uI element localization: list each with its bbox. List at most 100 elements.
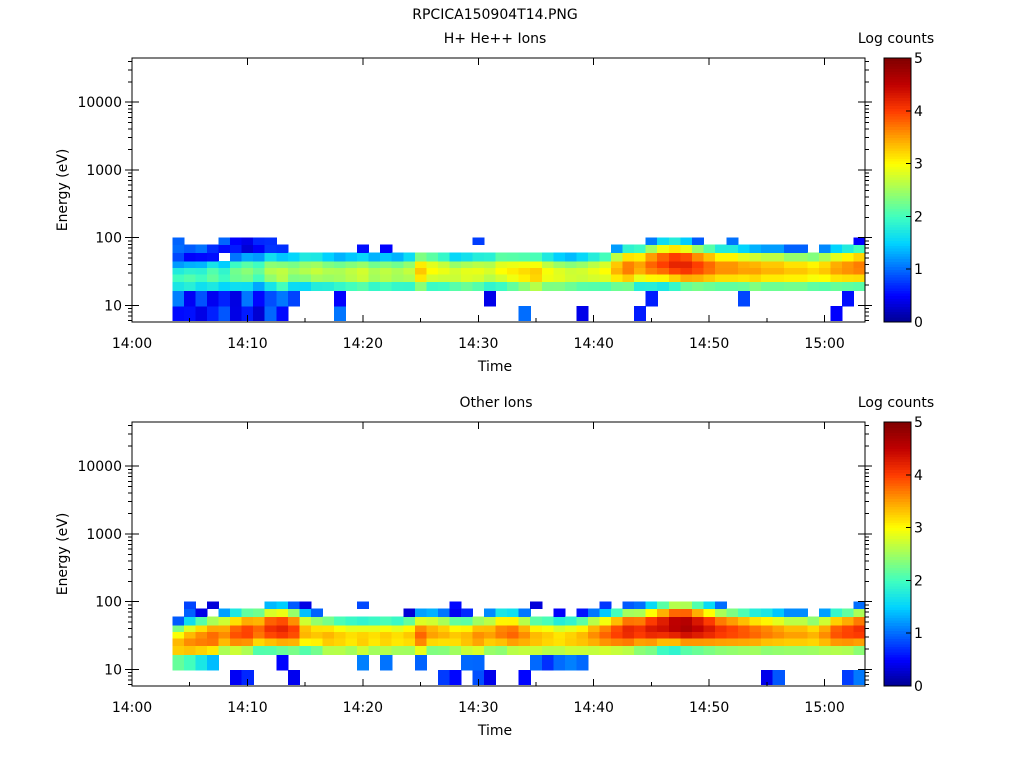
spectrogram-cell	[680, 267, 693, 275]
spectrogram-cell	[541, 273, 554, 282]
spectrogram-cell	[345, 281, 358, 291]
spectrogram-cell	[310, 281, 323, 291]
spectrogram-cell	[287, 601, 300, 610]
spectrogram-cell	[622, 616, 635, 626]
spectrogram-cell	[299, 273, 312, 282]
spectrogram-cell	[299, 616, 312, 626]
spectrogram-cell	[472, 624, 485, 633]
colorbar-segment	[884, 168, 911, 173]
spectrogram-cell	[645, 260, 658, 269]
spectrogram-cell	[195, 281, 208, 291]
colorbar-segment	[884, 678, 911, 682]
spectrogram-cell	[449, 267, 462, 275]
colorbar-segment	[884, 649, 911, 653]
spectrogram-cell	[437, 267, 450, 275]
colorbar-segment	[884, 131, 911, 136]
spectrogram-cell	[276, 305, 289, 322]
spectrogram-cell	[611, 260, 624, 269]
spectrogram-cell	[218, 273, 231, 282]
x-tick-label: 14:50	[689, 700, 729, 716]
spectrogram-cell	[634, 631, 647, 639]
spectrogram-cell	[634, 252, 647, 262]
spectrogram-cell	[657, 608, 670, 618]
spectrogram-cell	[183, 260, 196, 269]
colorbar-segment	[884, 118, 911, 122]
spectrogram-cell	[195, 305, 208, 322]
spectrogram-cell	[761, 645, 774, 655]
spectrogram-cell	[322, 637, 335, 646]
spectrogram-cell	[576, 608, 589, 618]
spectrogram-cell	[449, 624, 462, 633]
spectrogram-cell	[680, 624, 693, 633]
spectrogram-cell	[818, 273, 831, 282]
colorbar-segment	[884, 596, 911, 600]
spectrogram-cell	[749, 631, 762, 639]
spectrogram-cell	[218, 645, 231, 655]
spectrogram-cell	[276, 645, 289, 655]
spectrogram-cell	[276, 624, 289, 633]
spectrogram-cell	[241, 260, 254, 269]
spectrogram-cell	[691, 252, 704, 262]
spectrogram-cell	[564, 631, 577, 639]
colorbar-segment	[884, 656, 911, 661]
colorbar-segment	[884, 522, 911, 526]
colorbar-segment	[884, 229, 911, 233]
spectrogram-cell	[772, 645, 785, 655]
spectrogram-cell	[772, 637, 785, 646]
spectrogram-cell	[183, 601, 196, 610]
spectrogram-cell	[264, 631, 277, 639]
spectrogram-cell	[241, 290, 254, 307]
x-tick-label: 14:10	[227, 336, 267, 352]
spectrogram-cell	[276, 290, 289, 307]
spectrogram-cell	[449, 637, 462, 646]
spectrogram-cell	[253, 260, 266, 269]
spectrogram-cell	[172, 260, 185, 269]
spectrogram-cell	[264, 608, 277, 618]
colorbar-segment	[884, 567, 911, 571]
spectrogram-cell	[495, 267, 508, 275]
spectrogram-cell	[622, 244, 635, 254]
spectrogram-cell	[276, 654, 289, 671]
spectrogram-cell	[495, 624, 508, 633]
spectrogram-cell	[322, 252, 335, 262]
spectrogram-cell	[818, 267, 831, 275]
spectrogram-cell	[657, 273, 670, 282]
spectrogram-cell	[564, 281, 577, 291]
spectrogram-cell	[668, 608, 681, 618]
spectrogram-cell	[853, 637, 866, 646]
spectrogram-cell	[368, 267, 381, 275]
colorbar-segment	[884, 667, 911, 671]
spectrogram-cell	[276, 267, 289, 275]
colorbar-tick-label: 3	[914, 521, 923, 537]
colorbar-segment	[884, 551, 911, 555]
spectrogram-cell	[738, 637, 751, 646]
spectrogram-cell	[599, 601, 612, 610]
colorbar-segment	[884, 506, 911, 510]
colorbar-segment	[884, 485, 911, 489]
colorbar-segment	[884, 292, 911, 297]
spectrogram-cell	[853, 260, 866, 269]
spectrogram-cell	[310, 608, 323, 618]
spectrogram-cell	[553, 267, 566, 275]
spectrogram-cell	[437, 669, 450, 686]
spectrogram-cell	[691, 281, 704, 291]
spectrogram-cell	[472, 237, 485, 246]
spectrogram-cell	[461, 631, 474, 639]
spectrogram-cell	[818, 244, 831, 254]
colorbar-segment	[884, 503, 911, 508]
spectrogram-cell	[703, 252, 716, 262]
colorbar-segment	[884, 429, 911, 434]
spectrogram-cell	[461, 616, 474, 626]
spectrogram-cell	[357, 260, 370, 269]
spectrogram-cell	[276, 281, 289, 291]
spectrogram-cell	[437, 645, 450, 655]
spectrogram-cell	[310, 267, 323, 275]
spectrogram-cell	[218, 267, 231, 275]
colorbar-segment	[884, 269, 911, 273]
spectrogram-cell	[714, 608, 727, 618]
colorbar-segment	[884, 598, 911, 603]
spectrogram-cell	[472, 637, 485, 646]
colorbar-segment	[884, 200, 911, 204]
colorbar-segment	[884, 432, 911, 436]
spectrogram-cell	[357, 616, 370, 626]
